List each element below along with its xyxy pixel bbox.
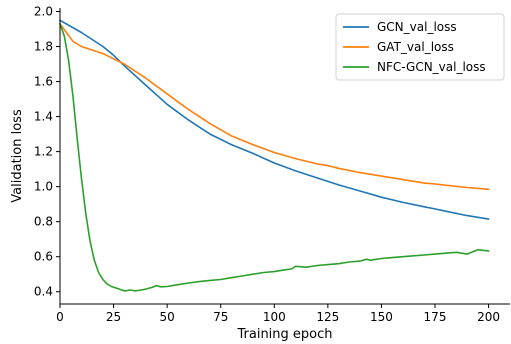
series-line-gcn-val-loss [59, 19, 490, 220]
y-axis-ticks: 0.4 0.6 0.8 1.0 1.2 1.4 1.6 1.8 2.0 [34, 5, 60, 299]
x-tick-label: 150 [370, 310, 393, 324]
y-tick-label: 1.8 [34, 40, 53, 54]
y-tick-label: 2.0 [34, 5, 53, 19]
x-tick-label: 125 [316, 310, 339, 324]
x-tick-label: 0 [56, 310, 64, 324]
legend-frame [335, 13, 505, 81]
y-tick-label: 1.4 [34, 110, 53, 124]
legend-entry: NFC-GCN_val_loss [377, 60, 486, 74]
legend-entry: GAT_val_loss [377, 40, 454, 54]
y-tick-label: 0.8 [34, 215, 53, 229]
axis-spines [59, 8, 510, 305]
x-tick-label: 200 [477, 310, 500, 324]
x-tick-label: 50 [160, 310, 175, 324]
y-axis-label: Validation loss [10, 109, 25, 203]
x-tick-label: 75 [213, 310, 228, 324]
y-tick-label: 1.6 [34, 75, 53, 89]
x-tick-label: 100 [263, 310, 286, 324]
legend: GCN_val_loss GAT_val_loss NFC-GCN_val_loss [335, 13, 505, 81]
x-tick-label: 175 [424, 310, 447, 324]
legend-entry: GCN_val_loss [377, 20, 457, 34]
y-tick-label: 1.0 [34, 180, 53, 194]
plot-area [59, 19, 490, 292]
x-tick-label: 25 [106, 310, 121, 324]
series-line-nfc-gcn-val-loss [59, 22, 490, 292]
x-axis-ticks: 0 25 50 75 100 125 150 175 200 [56, 304, 500, 324]
y-tick-label: 1.2 [34, 145, 53, 159]
series-line-gat-val-loss [59, 22, 490, 191]
y-tick-label: 0.4 [34, 285, 53, 299]
x-axis-label: Training epoch [236, 327, 332, 342]
y-tick-label: 0.6 [34, 250, 53, 264]
